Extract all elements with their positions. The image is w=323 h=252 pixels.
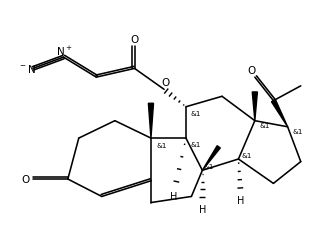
Text: H: H — [170, 191, 177, 201]
Text: O: O — [247, 66, 256, 76]
Text: O: O — [130, 35, 139, 45]
Text: H: H — [199, 204, 206, 214]
Text: &1: &1 — [241, 152, 251, 159]
Text: &1: &1 — [292, 128, 303, 134]
Text: &1: &1 — [191, 110, 201, 116]
Text: &1: &1 — [204, 163, 214, 169]
Polygon shape — [148, 104, 153, 139]
Text: O: O — [161, 78, 169, 88]
Text: &1: &1 — [191, 141, 201, 147]
Text: O: O — [22, 174, 30, 184]
Text: $^-$N: $^-$N — [18, 63, 36, 75]
Text: &1: &1 — [260, 123, 270, 129]
Text: H: H — [237, 195, 244, 205]
Text: N$^+$: N$^+$ — [56, 44, 72, 57]
Polygon shape — [252, 92, 257, 121]
Polygon shape — [271, 100, 288, 127]
Text: &1: &1 — [157, 142, 167, 148]
Polygon shape — [202, 146, 220, 171]
